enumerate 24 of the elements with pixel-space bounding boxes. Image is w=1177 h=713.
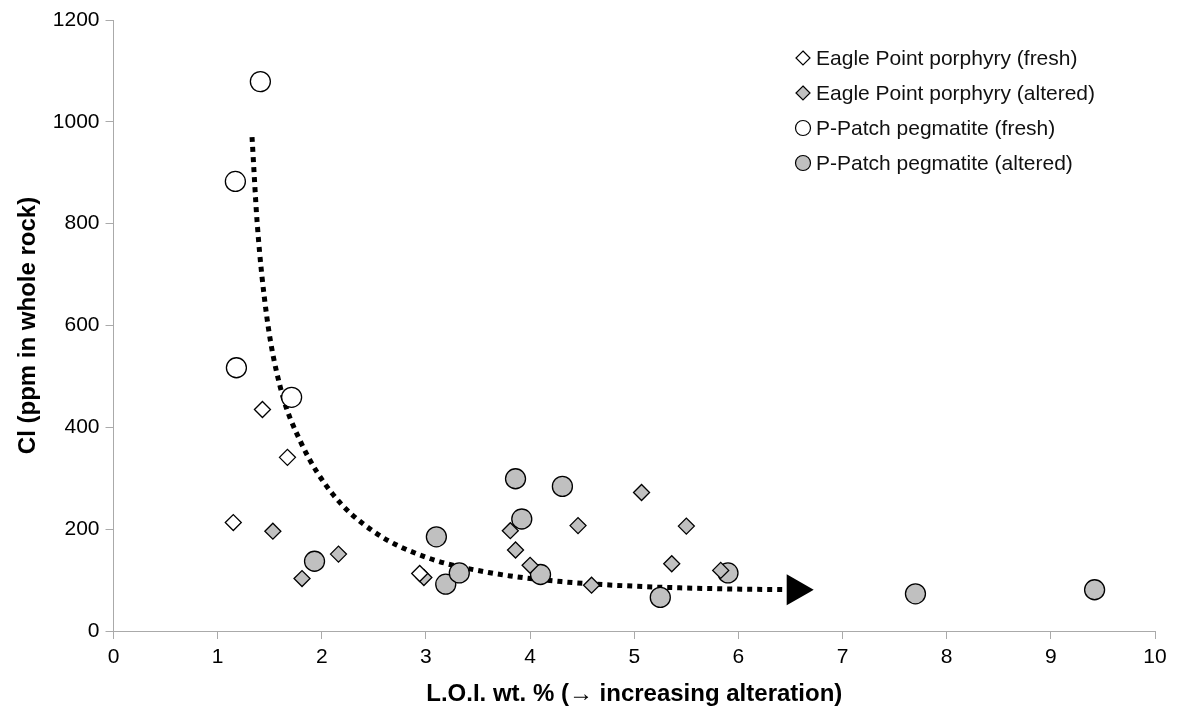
x-tick-label: 7: [836, 644, 849, 668]
x-tick-label: 1: [211, 644, 224, 668]
x-tick-label: 8: [940, 644, 953, 668]
x-tick-label: 10: [1143, 644, 1167, 668]
y-tick-label: 1000: [52, 108, 100, 132]
y-tick-label: 800: [64, 210, 100, 234]
legend-label: Eagle Point porphyry (altered): [816, 80, 1095, 106]
x-tick-label: 0: [107, 644, 120, 668]
x-tick-label: 9: [1045, 644, 1057, 668]
legend-label: P-Patch pegmatite (fresh): [816, 115, 1056, 141]
x-tick-label: 2: [315, 644, 328, 668]
legend-label: P-Patch pegmatite (altered): [816, 150, 1073, 176]
y-tick-label: 600: [64, 312, 100, 336]
y-tick-label: 200: [64, 515, 100, 539]
y-axis-title: Cl (ppm in whole rock): [13, 196, 41, 455]
x-tick-label: 6: [732, 644, 745, 668]
x-axis-title: L.O.I. wt. % (→ increasing alteration): [426, 679, 843, 707]
x-tick-label: 3: [420, 644, 432, 668]
y-tick-label: 1200: [52, 6, 100, 30]
x-tick-label: 5: [628, 644, 641, 668]
legend-label: Eagle Point porphyry (fresh): [816, 45, 1078, 71]
x-tick-label: 4: [524, 644, 537, 668]
y-tick-label: 400: [64, 414, 100, 438]
y-tick-label: 0: [87, 617, 100, 641]
